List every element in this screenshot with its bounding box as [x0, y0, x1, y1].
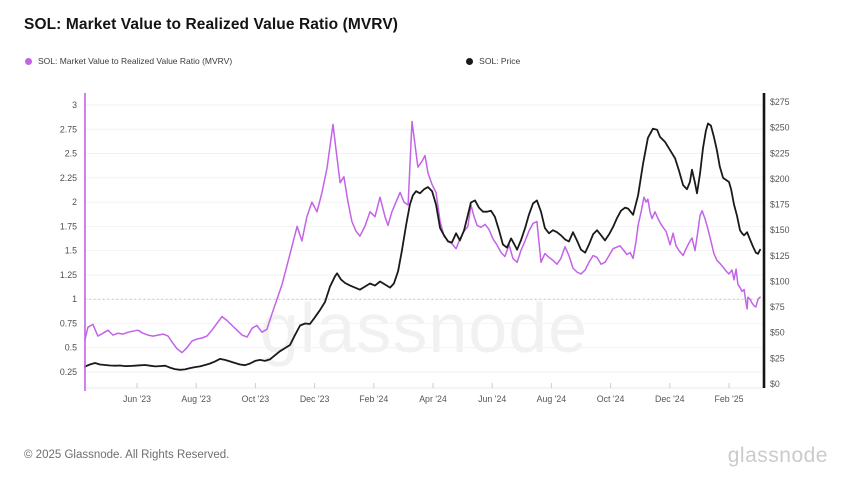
x-tick-label: Apr '24 [419, 394, 447, 404]
mvrv-tick-label: 1.5 [65, 246, 77, 256]
price-line [84, 122, 761, 371]
chart-canvas[interactable]: glassnode Jun '23 Aug '23 Oct '23 Dec '23 Fe… [0, 85, 850, 425]
x-tick-label: Feb '25 [714, 394, 743, 404]
x-tick-label: Jun '24 [478, 394, 506, 404]
price-tick-label: $150 [770, 225, 790, 235]
price-tick-label: $250 [770, 123, 790, 133]
x-tick-label: Oct '23 [242, 394, 270, 404]
price-legend-dot-icon [466, 57, 474, 65]
x-tick-label: Dec '23 [300, 394, 330, 404]
mvrv-tick-label: 2.25 [60, 173, 77, 183]
mvrv-tick-label: 0.25 [60, 367, 77, 377]
x-tick-label: Oct '24 [597, 394, 625, 404]
price-tick-label: $175 [770, 200, 790, 210]
mvrv-tick-label: 1.75 [60, 221, 77, 231]
x-tick-label: Aug '23 [181, 394, 211, 404]
price-tick-label: $50 [770, 328, 785, 338]
mvrv-tick-label: 1.25 [60, 270, 77, 280]
mvrv-legend-dot-icon [25, 57, 32, 65]
x-tick-label: Aug '24 [537, 394, 567, 404]
price-tick-label: $25 [770, 353, 785, 363]
mvrv-price-chart[interactable]: Jun '23 Aug '23 Oct '23 Dec '23 Feb '24 Apr '… [0, 85, 850, 425]
mvrv-tick-label: 2 [72, 197, 77, 207]
page-title: SOL: Market Value to Realized Value Rati… [24, 16, 399, 33]
x-tick-label: Feb '24 [359, 394, 388, 404]
price-tick-label: $275 [770, 97, 790, 107]
price-tick-label: $200 [770, 174, 790, 184]
mvrv-tick-label: 2.75 [60, 124, 77, 134]
price-tick-label: $0 [770, 379, 780, 389]
mvrv-tick-label: 2.5 [65, 149, 77, 159]
price-tick-label: $75 [770, 302, 785, 312]
x-tick-label: Jun '23 [123, 394, 151, 404]
mvrv-tick-label: 1 [72, 294, 77, 304]
price-tick-label: $225 [770, 148, 790, 158]
price-tick-label: $125 [770, 251, 790, 261]
mvrv-tick-label: 0.5 [65, 343, 77, 353]
mvrv-tick-label: 3 [72, 100, 77, 110]
price-tick-label: $100 [770, 277, 790, 287]
legend-item-label: SOL: Market Value to Realized Value Rati… [38, 56, 233, 66]
mvrv-line [84, 120, 761, 354]
legend-item-label: SOL: Price [479, 56, 521, 66]
x-tick-label: Dec '24 [655, 394, 685, 404]
legend-item-mvrv[interactable]: SOL: Market Value to Realized Value Rati… [25, 56, 232, 66]
copyright-text: © 2025 Glassnode. All Rights Reserved. [24, 449, 230, 461]
mvrv-tick-label: 0.75 [60, 318, 77, 328]
glassnode-logo: glassnode [727, 444, 828, 467]
legend-item-price[interactable]: SOL: Price [466, 56, 520, 66]
chart-legend: SOL: Market Value to Realized Value Rati… [25, 56, 556, 66]
